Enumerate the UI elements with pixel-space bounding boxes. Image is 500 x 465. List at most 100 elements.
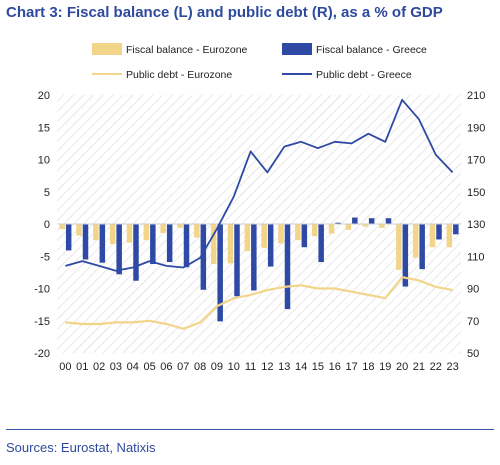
separator: [6, 429, 494, 430]
left-tick-label: 0: [44, 219, 50, 231]
bar-fiscal-greece: [453, 224, 459, 235]
left-tick-label: -15: [34, 316, 50, 328]
lines: [65, 98, 454, 330]
bar-fiscal-eurozone: [227, 224, 234, 264]
bar-fiscal-eurozone: [244, 224, 251, 252]
bar-fiscal-greece: [234, 224, 240, 297]
bar-fiscal-eurozone: [446, 224, 453, 248]
x-tick-label: 08: [194, 361, 206, 373]
bar-fiscal-greece: [183, 224, 190, 268]
x-tick-label: 14: [295, 361, 307, 373]
bar-fiscal-greece: [251, 224, 257, 291]
bar-fiscal-greece: [419, 224, 425, 270]
right-tick-label: 110: [467, 251, 485, 263]
right-axis: 210 190 170 150 130 110 90 70 50: [467, 90, 485, 360]
chart: Fiscal balance - Eurozone Fiscal balance …: [34, 43, 485, 373]
x-tick-label: 06: [160, 361, 172, 373]
x-tick-label: 04: [127, 361, 139, 373]
right-tick-label: 70: [467, 316, 479, 328]
bar-fiscal-greece: [301, 224, 308, 248]
left-tick-label: 5: [44, 187, 50, 199]
bar-fiscal-greece: [284, 224, 291, 310]
bar-fiscal-eurozone: [194, 224, 200, 238]
x-tick-label: 21: [413, 361, 425, 373]
right-tick-label: 50: [467, 348, 479, 360]
legend-label: Public debt - Eurozone: [126, 69, 232, 81]
bar-fiscal-greece: [99, 224, 106, 263]
bar-fiscal-eurozone: [345, 224, 352, 230]
left-tick-label: 15: [38, 122, 50, 134]
bar-fiscal-greece: [318, 224, 324, 263]
bar-fiscal-eurozone: [295, 224, 301, 241]
bar-fiscal-greece: [352, 217, 358, 224]
source-note: Sources: Eurostat, Natixis: [6, 440, 156, 455]
legend-swatch-bar: [92, 43, 122, 55]
x-tick-label: 10: [228, 361, 240, 373]
bar-fiscal-eurozone: [76, 224, 82, 236]
x-tick-label: 15: [312, 361, 324, 373]
x-tick-label: 17: [345, 361, 357, 373]
x-tick-label: 02: [93, 361, 105, 373]
bar-fiscal-eurozone: [429, 224, 436, 248]
bar-fiscal-greece: [116, 224, 122, 275]
chart-title: Chart 3: Fiscal balance (L) and public d…: [6, 4, 443, 21]
x-tick-label: 20: [396, 361, 408, 373]
right-tick-label: 150: [467, 187, 485, 199]
right-tick-label: 90: [467, 284, 479, 296]
legend-label: Fiscal balance - Eurozone: [126, 44, 248, 56]
bar-fiscal-greece: [267, 224, 274, 267]
bar-fiscal-greece: [385, 218, 392, 224]
bar-fiscal-eurozone: [362, 224, 368, 227]
bar-fiscal-eurozone: [311, 224, 318, 237]
bar-fiscal-eurozone: [143, 224, 150, 241]
legend-label: Public debt - Greece: [316, 69, 412, 81]
bar-fiscal-eurozone: [210, 224, 217, 264]
bar-fiscal-eurozone: [126, 224, 133, 243]
line-debt-eurozone: [65, 276, 453, 330]
left-tick-label: 20: [38, 90, 50, 102]
x-tick-label: 01: [76, 361, 88, 373]
x-tick-label: 11: [245, 361, 256, 373]
bar-fiscal-greece: [65, 224, 72, 251]
x-tick-label: 05: [143, 361, 155, 373]
x-tick-label: 13: [278, 361, 290, 373]
x-tick-label: 18: [362, 361, 374, 373]
right-tick-label: 210: [467, 90, 485, 102]
left-axis: 20 15 10 5 0 -5 -10 -15 -20: [34, 90, 50, 360]
legend-swatch-bar: [282, 43, 312, 55]
left-tick-label: -20: [34, 348, 50, 360]
bar-fiscal-eurozone: [278, 224, 284, 244]
x-tick-label: 16: [329, 361, 341, 373]
x-axis: 00 01 02 03 04 05 06 07 08 09 10 11 12 13 14 15 16 17 18 19…: [59, 361, 458, 373]
bar-fiscal-greece: [335, 222, 341, 224]
x-tick-label: 22: [430, 361, 442, 373]
bar-fiscal-greece: [200, 224, 207, 290]
bar-fiscal-greece: [436, 224, 442, 240]
bar-fiscal-eurozone: [93, 224, 99, 241]
bar-fiscal-eurozone: [328, 224, 335, 234]
right-tick-label: 190: [467, 122, 485, 134]
x-tick-label: 19: [379, 361, 391, 373]
bar-fiscal-greece: [166, 224, 173, 263]
x-tick-label: 12: [261, 361, 273, 373]
bar-fiscal-eurozone: [177, 224, 183, 228]
left-tick-label: -10: [34, 284, 50, 296]
x-tick-label: 07: [177, 361, 189, 373]
bar-fiscal-greece: [133, 224, 139, 281]
legend: Fiscal balance - Eurozone Fiscal balance …: [92, 43, 427, 81]
right-tick-label: 170: [467, 155, 485, 167]
bar-fiscal-eurozone: [412, 224, 419, 258]
x-tick-label: 03: [110, 361, 122, 373]
right-tick-label: 130: [467, 219, 485, 231]
bar-fiscal-greece: [217, 224, 223, 322]
bars: [59, 217, 459, 322]
bar-fiscal-greece: [402, 224, 409, 287]
bar-fiscal-eurozone: [160, 224, 166, 234]
line-debt-greece: [65, 98, 454, 272]
x-tick-label: 00: [59, 361, 71, 373]
x-tick-label: 09: [211, 361, 223, 373]
bar-fiscal-greece: [368, 218, 375, 224]
x-tick-label: 23: [446, 361, 458, 373]
bar-fiscal-greece: [82, 224, 89, 260]
bar-fiscal-eurozone: [261, 224, 267, 248]
